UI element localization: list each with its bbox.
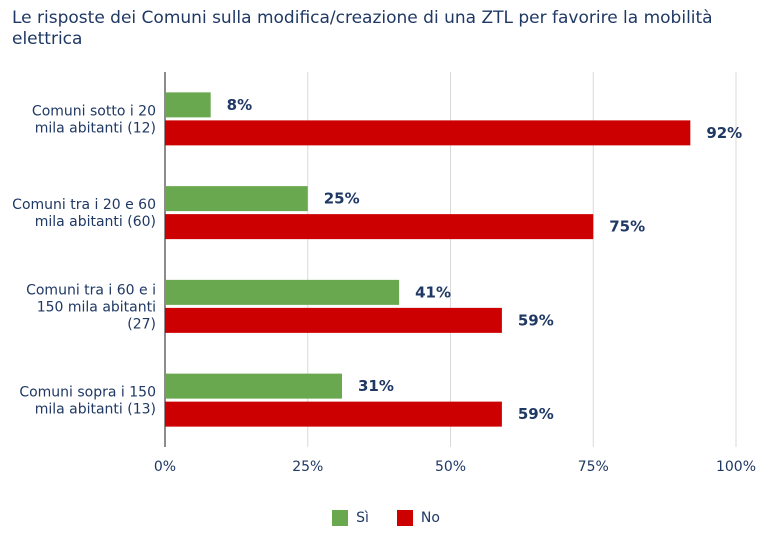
legend-swatch (332, 510, 349, 526)
category-label: Comuni sotto i 20 mila abitanti (12) (32, 103, 156, 136)
x-tick-label: 100% (716, 459, 756, 475)
legend-label: Sì (356, 510, 369, 526)
legend: Sì No (0, 510, 772, 526)
data-label: 75% (609, 218, 645, 236)
bar-si (165, 373, 343, 399)
bar-no (165, 401, 502, 427)
bar-si (165, 186, 308, 212)
x-tick-label: 25% (292, 459, 323, 475)
data-label: 31% (358, 377, 394, 395)
legend-item: No (396, 510, 440, 526)
category-label: Comuni tra i 20 e 60 mila abitanti (60) (12, 197, 156, 230)
bar-no (165, 120, 691, 146)
data-label: 41% (415, 283, 451, 301)
bar-si (165, 92, 211, 118)
labels: 0% 25% 50% 75% 100% Comuni sotto i 20 mila abi… (12, 96, 756, 475)
data-label: 59% (518, 311, 554, 329)
bar-no (165, 307, 502, 333)
data-label: 59% (518, 405, 554, 423)
bar-si (165, 279, 400, 305)
category-label: Comuni tra i 60 e i 150 mila abitanti (27) (26, 282, 156, 332)
chart-title: Le risposte dei Comuni sulla modifica/cr… (12, 8, 713, 49)
x-tick-label: 0% (154, 459, 176, 475)
data-label: 25% (324, 190, 360, 208)
data-label: 92% (706, 124, 742, 142)
legend-item: Sì (332, 510, 369, 526)
legend-label: No (420, 510, 440, 526)
legend-swatch (396, 510, 413, 526)
bars (165, 92, 691, 427)
bar-no (165, 214, 594, 240)
x-tick-label: 50% (435, 459, 466, 475)
data-label: 8% (227, 96, 252, 114)
x-tick-label: 75% (578, 459, 609, 475)
category-label: Comuni sopra i 150 mila abitanti (13) (19, 385, 156, 418)
